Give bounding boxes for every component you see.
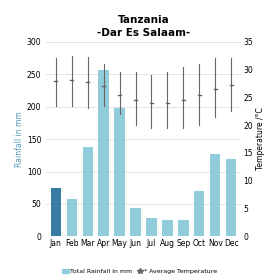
Bar	[67, 199, 77, 236]
Bar	[130, 208, 141, 236]
Legend: Total Rainfall in mm, * Average Temperature: Total Rainfall in mm, * Average Temperat…	[60, 267, 220, 277]
Y-axis label: Temperature /°C: Temperature /°C	[256, 108, 265, 171]
Bar	[210, 154, 220, 236]
Bar	[178, 220, 188, 236]
Bar	[226, 159, 236, 236]
Title: Tanzania
-Dar Es Salaam-: Tanzania -Dar Es Salaam-	[97, 15, 190, 38]
Y-axis label: Rainfall in mm: Rainfall in mm	[15, 111, 24, 167]
Bar	[51, 188, 61, 236]
Bar	[115, 108, 125, 236]
Bar	[162, 220, 172, 236]
Bar	[146, 218, 157, 236]
Bar	[99, 70, 109, 236]
Bar	[194, 191, 204, 236]
Bar	[83, 147, 93, 236]
